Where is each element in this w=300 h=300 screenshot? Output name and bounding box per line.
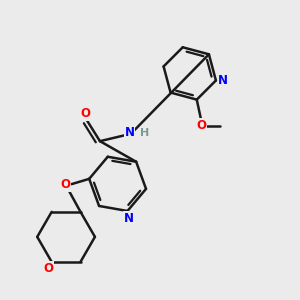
Text: H: H <box>140 128 150 138</box>
Text: N: N <box>124 126 134 139</box>
Text: O: O <box>196 119 206 132</box>
Text: O: O <box>80 107 90 120</box>
Text: N: N <box>218 74 227 87</box>
Text: O: O <box>61 178 70 191</box>
Text: N: N <box>124 212 134 224</box>
Text: O: O <box>44 262 54 275</box>
